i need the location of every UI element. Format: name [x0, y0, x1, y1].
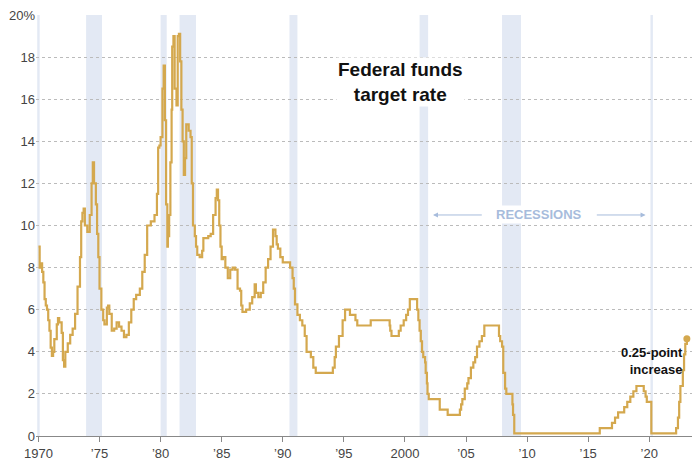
svg-text:Federal fundstarget rate: Federal fundstarget rate	[338, 59, 463, 105]
svg-text:20%: 20%	[9, 8, 35, 23]
svg-text:2000: 2000	[390, 446, 419, 461]
svg-text:4: 4	[28, 344, 35, 359]
svg-text:’90: ’90	[274, 446, 291, 461]
svg-text:1970: 1970	[24, 446, 53, 461]
svg-text:’20: ’20	[641, 446, 658, 461]
svg-text:14: 14	[21, 134, 35, 149]
svg-text:’75: ’75	[91, 446, 108, 461]
svg-text:10: 10	[21, 218, 35, 233]
svg-text:’95: ’95	[335, 446, 352, 461]
svg-text:’80: ’80	[152, 446, 169, 461]
svg-text:6: 6	[28, 302, 35, 317]
svg-text:’05: ’05	[457, 446, 474, 461]
svg-text:RECESSIONS: RECESSIONS	[496, 207, 582, 222]
svg-text:12: 12	[21, 176, 35, 191]
svg-text:8: 8	[28, 260, 35, 275]
svg-text:’85: ’85	[213, 446, 230, 461]
svg-text:18: 18	[21, 50, 35, 65]
svg-text:’10: ’10	[518, 446, 535, 461]
svg-text:0: 0	[28, 429, 35, 444]
svg-text:2: 2	[28, 386, 35, 401]
svg-text:16: 16	[21, 92, 35, 107]
svg-text:’15: ’15	[579, 446, 596, 461]
svg-text:0.25-pointincrease: 0.25-pointincrease	[621, 345, 683, 377]
